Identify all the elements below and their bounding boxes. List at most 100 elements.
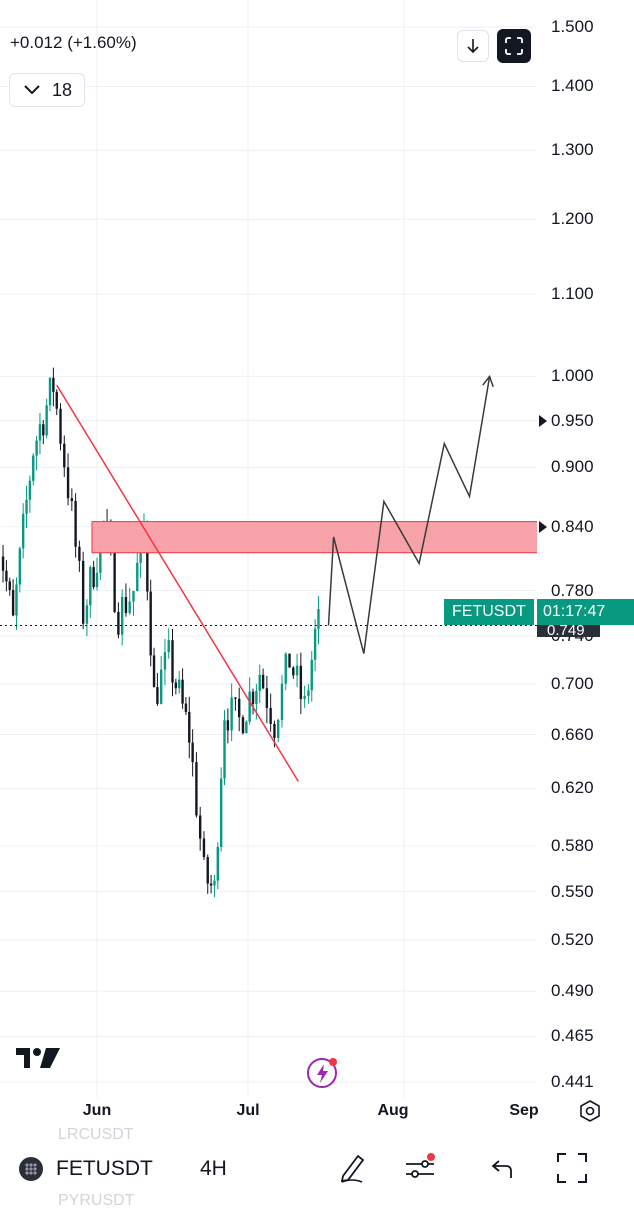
- candle-body: [1, 556, 5, 571]
- candle-body: [52, 377, 55, 392]
- gear-icon: [580, 1100, 600, 1122]
- candle-body: [99, 534, 102, 573]
- candle-body: [132, 591, 135, 602]
- symbol-selector[interactable]: FETUSDT: [56, 1157, 153, 1180]
- chevron-down-icon: [24, 85, 40, 95]
- candle-body: [113, 551, 116, 612]
- price-label: 0.580: [551, 835, 594, 855]
- tradingview-logo-icon: [16, 1048, 60, 1068]
- candle-body: [265, 688, 269, 708]
- ghost-symbol-below: PYRUSDT: [58, 1192, 135, 1209]
- price-label: 0.700: [551, 673, 594, 693]
- candle-body: [174, 682, 178, 689]
- price-label: 0.620: [551, 778, 594, 798]
- candle-body: [42, 424, 45, 436]
- candle-body: [223, 720, 226, 779]
- lightning-button[interactable]: [306, 1056, 340, 1095]
- price-label: 0.950: [551, 410, 594, 430]
- alert-marker-icon[interactable]: [539, 520, 547, 533]
- price-axis[interactable]: 1.500 1.400 1.300 1.200 1.100 1.000 0.950 0.900…: [537, 0, 634, 1098]
- price-label: 0.900: [551, 457, 594, 477]
- candle-body: [280, 683, 284, 720]
- price-label: 0.840: [551, 516, 594, 536]
- candle-body: [237, 698, 241, 718]
- projection-path[interactable]: [327, 376, 491, 654]
- candle-body: [124, 596, 128, 614]
- candle-body: [66, 467, 70, 499]
- price-label: 1.100: [551, 284, 594, 304]
- time-label-jul: Jul: [236, 1102, 260, 1119]
- time-label-jun: Jun: [82, 1102, 112, 1119]
- chart-settings-button[interactable]: [579, 1100, 601, 1127]
- candle-body: [188, 711, 191, 743]
- candle-body: [163, 652, 167, 670]
- candle-body: [277, 719, 280, 739]
- price-change: +0.012 (+1.60%): [10, 33, 137, 52]
- interval-toggle-button[interactable]: 18: [9, 73, 85, 107]
- candle-body: [5, 570, 8, 582]
- scroll-to-latest-button[interactable]: [457, 30, 489, 62]
- candle-body: [230, 697, 233, 731]
- candle-body: [81, 560, 85, 624]
- price-label: 1.300: [551, 140, 594, 160]
- candle-body: [15, 584, 18, 616]
- candle-body: [195, 762, 198, 816]
- candle-body: [219, 778, 223, 847]
- candle-body: [74, 500, 77, 547]
- candle-body: [92, 567, 95, 588]
- candle-body: [248, 691, 251, 722]
- candle-body: [89, 567, 92, 606]
- candle-body: [241, 717, 245, 734]
- candle-body: [213, 880, 216, 886]
- indicators-button[interactable]: [404, 1152, 438, 1189]
- chart-grid: [0, 0, 537, 1098]
- alert-marker-icon[interactable]: [539, 414, 547, 427]
- price-chart[interactable]: [0, 0, 537, 1098]
- candle-body: [273, 723, 276, 739]
- candle-body: [209, 883, 213, 886]
- candle-body: [313, 628, 317, 660]
- candle-body: [226, 720, 230, 731]
- drawing-tools-button[interactable]: [338, 1152, 368, 1189]
- price-label: 0.660: [551, 724, 594, 744]
- candle-body: [258, 674, 261, 691]
- price-label: 1.500: [551, 17, 594, 36]
- trendline[interactable]: [56, 384, 299, 782]
- candle-body: [317, 609, 320, 629]
- candle-body: [35, 440, 38, 456]
- candle-body: [63, 443, 66, 468]
- price-label: 1.000: [551, 366, 594, 386]
- interval-selector[interactable]: 4H: [200, 1157, 227, 1180]
- fullscreen-icon: [505, 37, 523, 55]
- candle-body: [117, 611, 120, 635]
- candle-body: [251, 691, 255, 704]
- bottom-toolbar: LRCUSDT PYRUSDT: [0, 1126, 634, 1209]
- fullscreen-button[interactable]: [497, 29, 531, 63]
- candle-body: [255, 690, 258, 704]
- candle-body: [156, 687, 159, 704]
- candle-body: [216, 846, 219, 881]
- tradingview-logo: [16, 1046, 62, 1075]
- symbol-icon[interactable]: [19, 1157, 43, 1181]
- fullscreen-toggle-button[interactable]: [556, 1152, 588, 1189]
- candle-body: [21, 513, 25, 549]
- lightning-icon: [307, 1058, 337, 1088]
- bar-countdown: 01:17:47: [537, 599, 634, 625]
- undo-button[interactable]: [489, 1152, 515, 1189]
- candle-body: [303, 695, 306, 699]
- time-label-sep: Sep: [509, 1102, 539, 1119]
- dots-grid-icon: [25, 1163, 37, 1175]
- candle-body: [85, 605, 89, 624]
- candle-body: [234, 697, 237, 699]
- candle-body: [310, 659, 313, 691]
- price-label: 1.400: [551, 76, 594, 96]
- candle-body: [59, 408, 62, 444]
- resistance-zone[interactable]: [91, 521, 537, 554]
- time-label-aug: Aug: [377, 1102, 409, 1119]
- candle-body: [261, 674, 265, 689]
- price-label: 0.465: [551, 1026, 594, 1046]
- candle-body: [167, 640, 170, 653]
- candle-body: [178, 679, 181, 689]
- candle-body: [70, 498, 74, 501]
- candle-body: [25, 499, 28, 514]
